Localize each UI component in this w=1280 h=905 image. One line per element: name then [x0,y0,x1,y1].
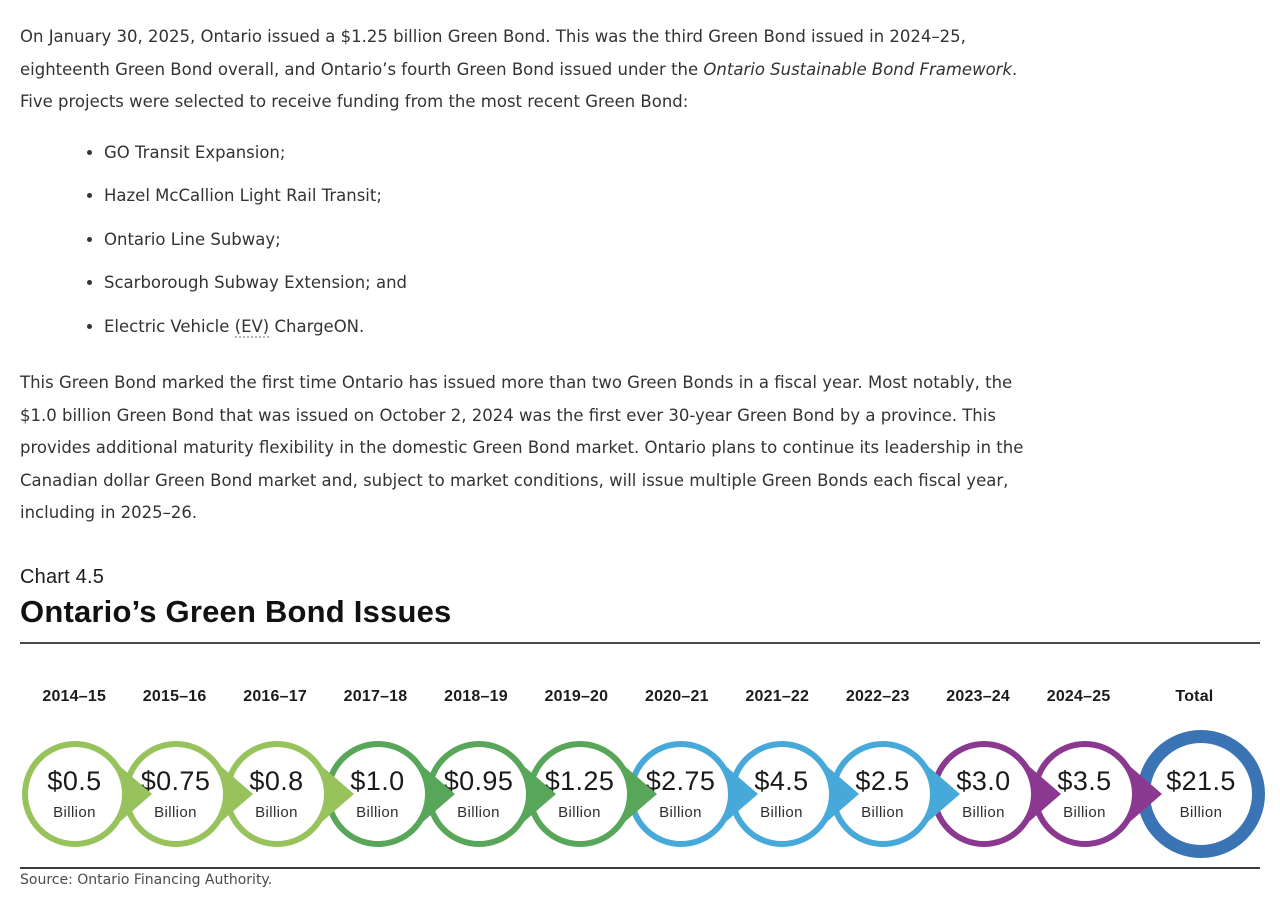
bond-unit-label: Billion [1179,804,1223,821]
text-run: Scarborough Subway Extension; and [104,273,408,292]
year-label: 2023–24 [946,687,1010,705]
paragraph-intro: On January 30, 2025, Ontario issued a $1… [20,21,1042,119]
text-run: Hazel McCallion Light Rail Transit; [104,186,382,205]
bond-unit-label: Billion [457,804,500,821]
bond-amount: $1.0 [350,766,405,796]
bond-amount: $4.5 [754,766,809,796]
bond-unit-label: Billion [760,804,803,821]
bond-unit-label: Billion [1063,804,1106,821]
bond-unit-label: Billion [154,804,197,821]
list-item: GO Transit Expansion; [104,137,1024,170]
text-run: On January 30, 2025, Ontario issued a $1… [20,27,966,79]
text-run: Ontario Line Subway; [104,229,281,249]
green-bond-chart: 2014–15 2015–16 2016–17 2017–18 2018–19 2019–… [20,688,1265,862]
year-label: 2020–21 [644,687,709,705]
year-label: 2021–22 [745,687,810,705]
bond-amount: $3.5 [1057,766,1112,796]
bond-amount: $3.0 [956,766,1011,796]
bond-amount: $2.5 [855,766,910,796]
bond-unit-label: Billion [659,804,702,821]
bond-amount: $21.5 [1166,766,1236,796]
text-run: GO Transit Expansion; [104,142,286,162]
bond-unit-label: Billion [53,804,96,821]
list-item: Ontario Line Subway; [104,224,1024,257]
bond-unit-label: Billion [861,804,904,821]
year-label: 2024–25 [1046,687,1111,705]
year-label: 2019–20 [544,687,609,705]
list-item: Scarborough Subway Extension; and [104,267,1024,300]
text-run: ChargeON. [269,316,365,336]
bond-unit-label: Billion [962,804,1005,821]
list-item: Hazel McCallion Light Rail Transit; [104,180,1024,213]
text-run: Electric Vehicle [104,316,235,336]
year-label: 2022–23 [845,687,910,705]
divider-top [20,641,1260,644]
chart-source: Source: Ontario Financing Authority. [20,871,273,888]
bond-amount: $2.75 [645,766,716,796]
bond-unit-label: Billion [356,804,399,821]
list-item: Electric Vehicle (EV) ChargeON. [104,311,1024,344]
bond-circle: $0.5 Billion [21,740,128,847]
project-list: GO Transit Expansion; Hazel McCallion Lig… [20,137,1024,344]
text-run: . Five projects were selected to receive… [20,59,1018,112]
year-label: 2015–16 [142,687,207,705]
chart-title: Ontario’s Green Bond Issues [20,593,452,629]
year-label: 2017–18 [343,687,408,705]
chart-header: Chart 4.5 Ontario’s Green Bond Issues [20,566,1260,644]
year-label-row: 2014–15 2015–16 2016–17 2017–18 2018–19 2019–… [24,688,1260,706]
year-label: 2014–15 [42,687,107,705]
chart-number-label: Chart 4.5 [20,565,105,588]
bond-circle-row: $0.5 Billion $0.75 Billion $0.8 Billion $1.0 Bi… [21,726,1265,862]
year-label: Total [1175,687,1214,705]
year-label: 2016–17 [243,687,307,705]
bond-unit-label: Billion [558,804,601,821]
paragraph-detail: This Green Bond marked the first time On… [20,373,1024,522]
bond-node: $0.5 Billion [21,726,152,862]
text-run: (EV) [234,316,270,338]
bond-amount: $0.75 [140,766,211,796]
year-label: 2018–19 [444,687,508,705]
bond-unit-label: Billion [255,804,298,821]
bond-amount: $0.5 [47,766,102,796]
bond-amount: $1.25 [544,766,615,796]
bond-amount: $0.95 [443,766,514,796]
divider-bottom [20,866,1260,869]
bond-amount: $0.8 [249,766,304,796]
text-run: Ontario Sustainable Bond Framework [703,59,1012,79]
